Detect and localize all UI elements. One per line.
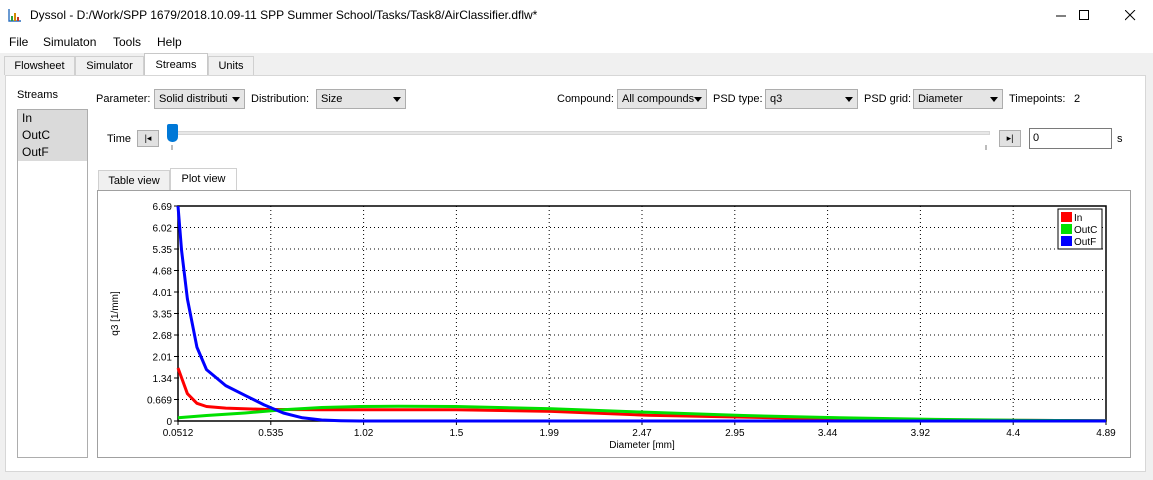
y-tick-label: 0.669 [147,396,172,407]
tab-units[interactable]: Units [208,56,254,75]
menu-simulation[interactable]: Simulaton [43,35,97,49]
x-tick-label: 1.99 [539,428,559,439]
distribution-select-value: Size [321,93,343,105]
tab-simulator[interactable]: Simulator [75,56,144,75]
tab-streams[interactable]: Streams [144,53,208,77]
minimize-icon [1055,15,1066,17]
chevron-down-icon [393,97,401,102]
parameter-select[interactable]: Solid distributi [154,89,245,109]
menu-file[interactable]: File [9,35,29,49]
title-bar: Dyssol - D:/Work/SPP 1679/2018.10.09-11 … [0,0,1153,31]
y-axis-label: q3 [1/mm] [110,291,121,336]
x-tick-label: 0.535 [258,428,283,439]
legend-label-outc: OutC [1074,225,1097,236]
x-tick-label: 3.44 [818,428,838,439]
tab-plot-view[interactable]: Plot view [170,168,237,192]
time-label: Time [107,133,132,145]
parameter-label: Parameter: [96,93,151,105]
streams-label: Streams [17,89,58,101]
minimize-button[interactable] [1038,0,1084,31]
stream-item-in[interactable]: In [18,110,87,127]
series-line-outf [176,205,1106,423]
slider-ticks [171,145,987,150]
compound-label: Compound: [557,93,614,105]
menu-tools[interactable]: Tools [113,35,142,49]
close-icon [1124,10,1135,21]
psd-chart: 0.0512 0.535 1.02 1.5 1.99 2.47 2.95 3.44 3.92 4.… [110,202,1116,451]
x-tick-label: 0.0512 [163,428,194,439]
timepoints-label: Timepoints: [1009,93,1066,105]
status-bar [0,472,1153,480]
distribution-select[interactable]: Size [316,89,406,109]
tab-flowsheet[interactable]: Flowsheet [4,56,75,75]
x-tick-label: 4.89 [1096,428,1116,439]
close-button[interactable] [1107,0,1153,31]
streams-list: In OutC OutF [17,109,88,458]
stream-item-outf[interactable]: OutF [18,144,87,161]
window-title: Dyssol - D:/Work/SPP 1679/2018.10.09-11 … [30,8,538,22]
time-input[interactable]: 0 [1029,128,1112,149]
time-unit: s [1117,133,1123,145]
psd-grid-select[interactable]: Diameter [913,89,1003,109]
tab-table-view[interactable]: Table view [98,170,170,191]
x-tick-label: 2.47 [632,428,652,439]
y-tick-label: 3.35 [153,310,173,321]
distribution-label: Distribution: [251,93,310,105]
chevron-down-icon [232,97,240,102]
legend-label-outf: OutF [1074,237,1096,248]
maximize-button[interactable] [1061,0,1107,31]
app-icon [8,9,21,22]
x-tick-label: 3.92 [911,428,931,439]
y-tick-label: 6.02 [153,224,173,235]
menu-help[interactable]: Help [157,35,182,49]
x-tick-label: 2.95 [725,428,745,439]
plot-frame: 0.0512 0.535 1.02 1.5 1.99 2.47 2.95 3.44 3.92 4.… [97,190,1131,458]
y-tick-label: 1.34 [153,374,173,385]
y-tick-label: 2.68 [153,331,173,342]
chevron-down-icon [845,97,853,102]
psd-grid-select-value: Diameter [918,93,963,105]
x-tick-label: 4.4 [1006,428,1020,439]
compound-select[interactable]: All compounds [617,89,707,109]
psd-type-select-value: q3 [770,93,783,105]
x-axis-label: Diameter [mm] [609,440,675,451]
legend-swatch-outf [1061,236,1072,246]
legend-swatch-outc [1061,224,1072,234]
time-slider-handle[interactable] [167,124,178,142]
y-tick-label: 0 [166,417,172,428]
y-tick-label: 5.35 [153,245,173,256]
y-tick-label: 6.69 [153,202,173,213]
previous-timepoint-button[interactable]: |◂ [137,130,159,147]
psd-type-select[interactable]: q3 [765,89,858,109]
timepoints-value: 2 [1074,93,1081,105]
psd-grid-label: PSD grid: [864,93,912,105]
psd-type-label: PSD type: [713,93,763,105]
x-tick-label: 1.02 [354,428,374,439]
x-tick-label: 1.5 [449,428,463,439]
time-slider[interactable] [175,131,990,135]
chevron-down-icon [694,97,702,102]
parameter-select-value: Solid distributi [159,93,228,105]
next-timepoint-button[interactable]: ▸| [999,130,1021,147]
stream-item-outc[interactable]: OutC [18,127,87,144]
legend-swatch-in [1061,212,1072,222]
series-line-outc [177,404,1107,423]
y-tick-label: 4.68 [153,267,173,278]
y-tick-label: 2.01 [153,353,173,364]
maximize-icon [1078,10,1089,20]
compound-select-value: All compounds [622,93,695,105]
chevron-down-icon [990,97,998,102]
y-tick-label: 4.01 [153,288,173,299]
menu-bar: File Simulaton Tools Help [0,31,1153,53]
main-tab-bar: Flowsheet Simulator Streams Units [0,53,1153,77]
legend-label-in: In [1074,213,1082,224]
